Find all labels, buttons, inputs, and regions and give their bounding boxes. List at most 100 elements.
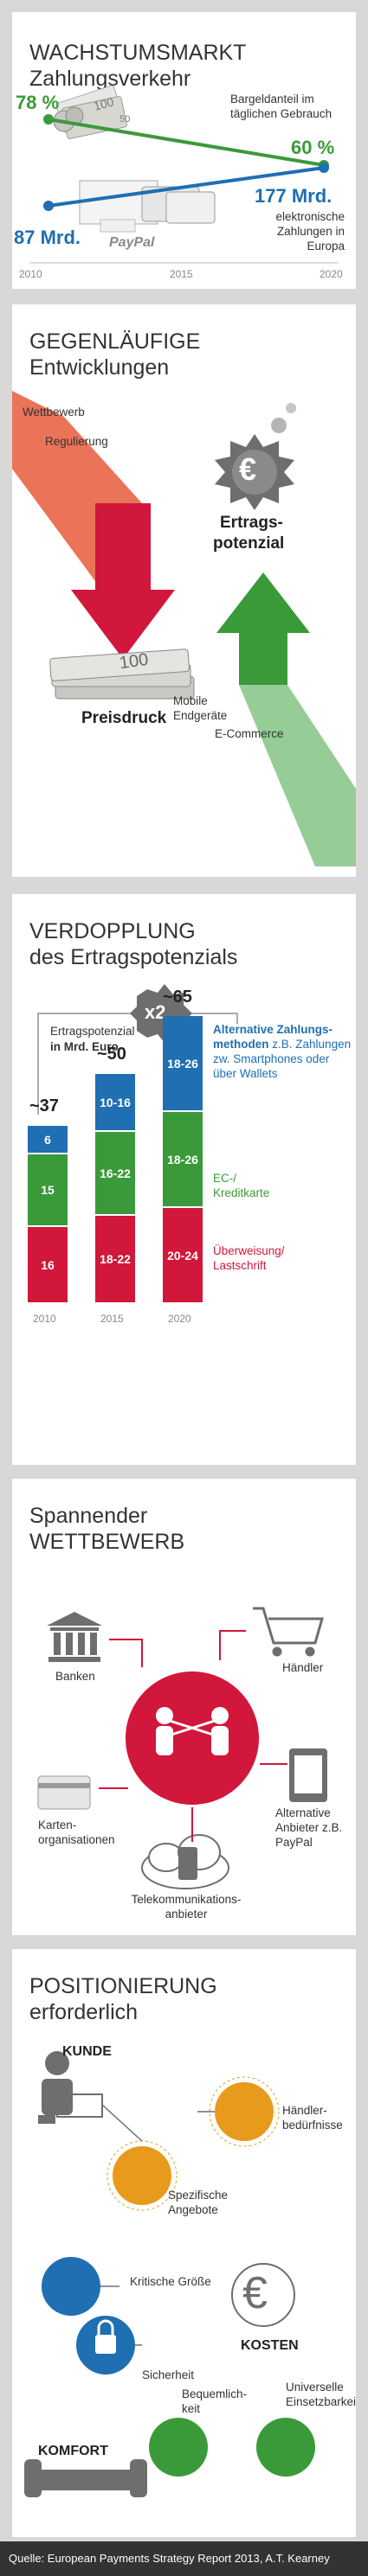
positioning-graphic bbox=[24, 2051, 315, 2497]
bar-2010: ~37 16 15 6 bbox=[28, 1096, 68, 1302]
price-pressure-arrow bbox=[71, 503, 175, 659]
tablet-icon bbox=[289, 1748, 327, 1802]
cloud-phone-icon bbox=[141, 1834, 229, 1889]
fencing-circle bbox=[125, 1671, 260, 1806]
mobile-label: Mobile Endgeräte bbox=[173, 694, 228, 722]
specific-offers-label: Spezifische Angebote bbox=[168, 2189, 229, 2216]
ecommerce-label: E-Commerce bbox=[215, 727, 284, 740]
revenue-label-2: potenzial bbox=[213, 534, 285, 553]
coin-digits: 50 bbox=[119, 114, 131, 125]
legend-transfer: Überweisung/ Lastschrift bbox=[213, 1244, 285, 1272]
section2-subtitle: Entwicklungen bbox=[29, 355, 170, 380]
specific-offers-circle bbox=[113, 2146, 171, 2205]
year-2015: 2015 bbox=[170, 268, 193, 280]
bar-segment: 20-24 bbox=[163, 1208, 203, 1302]
bar-segment: 18-26 bbox=[163, 1016, 203, 1110]
ylabel-1: Ertragspotenzial bbox=[50, 1025, 135, 1038]
comfort-label: KOMFORT bbox=[38, 2444, 108, 2458]
legend-ec: EC-/ Kreditkarte bbox=[213, 1172, 270, 1199]
costs-label: KOSTEN bbox=[241, 2338, 299, 2353]
section-competition: Spannender WETTBEWERB bbox=[12, 1479, 356, 1935]
total-label-2015: ~50 bbox=[97, 1045, 126, 1064]
revenue-label-1: Ertrags- bbox=[220, 514, 283, 532]
merchants-label: Händler bbox=[282, 1661, 324, 1674]
section1-title: WACHSTUMSMARKT bbox=[29, 41, 247, 65]
legend-alt-bold: Alternative Zahlungs-methoden bbox=[213, 1023, 333, 1051]
alt-providers-label: Alternative Anbieter z.B. PayPal bbox=[275, 1806, 343, 1849]
euro-symbol: € bbox=[239, 451, 257, 487]
shopping-cart-icon bbox=[253, 1607, 324, 1657]
security-label: Sicherheit bbox=[142, 2368, 195, 2381]
customer-label: KUNDE bbox=[62, 2044, 112, 2059]
bar-segment: 16 bbox=[28, 1227, 68, 1302]
opposing-arrows-graphic bbox=[12, 391, 356, 866]
section5-title: POSITIONIERUNG bbox=[29, 1974, 217, 1998]
euro-burst-icon bbox=[215, 403, 296, 510]
customer-icon bbox=[38, 2051, 73, 2124]
electronic-payment-icon bbox=[79, 180, 216, 233]
sofa-icon bbox=[24, 2459, 147, 2497]
paypal-logo: PayPal bbox=[109, 235, 155, 250]
critical-size-circle bbox=[42, 2257, 100, 2316]
bar-segment: 16-22 bbox=[95, 1132, 135, 1214]
section-growth-market: WACHSTUMSMARKT Zahlungsverkehr 78 % 60 %… bbox=[12, 12, 356, 289]
merchant-needs-circle bbox=[215, 2082, 274, 2141]
cash-start-value: 78 % bbox=[16, 92, 60, 113]
section4-subtitle: WETTBEWERB bbox=[29, 1530, 185, 1554]
epay-label: elektronische Zahlungen in Europa bbox=[275, 210, 345, 252]
times-two-label: x2 bbox=[145, 1001, 166, 1023]
section-opposing-developments: GEGENLÄUFIGE Entwicklungen € Wettbewerb … bbox=[12, 304, 356, 877]
bar-segment: 15 bbox=[28, 1154, 68, 1225]
legend-alternative: Alternative Zahlungs-methoden z.B. Zahlu… bbox=[213, 1022, 352, 1081]
section3-title: VERDOPPLUNG bbox=[29, 919, 196, 943]
section5-subtitle: erforderlich bbox=[29, 2000, 139, 2024]
money-stack-icon bbox=[49, 649, 195, 700]
convenience-label: Bequemlich-keit bbox=[182, 2387, 248, 2415]
competition-graphic bbox=[37, 1607, 327, 1889]
growth-lines-graphic bbox=[29, 85, 339, 264]
section-positioning: POSITIONIERUNG erforderlich bbox=[12, 1949, 356, 2537]
universal-label: Universelle Einsetzbarkeit bbox=[286, 2381, 356, 2408]
ylabel-2: in Mrd. Euro bbox=[50, 1040, 119, 1053]
critical-size-label: Kritische Größe bbox=[130, 2275, 211, 2288]
card-icon bbox=[37, 1775, 91, 1810]
category-2010: 2010 bbox=[33, 1313, 56, 1325]
section3-subtitle: des Ertragspotenzials bbox=[29, 945, 238, 969]
convenience-circle bbox=[149, 2418, 208, 2477]
total-label-2010: ~37 bbox=[29, 1096, 59, 1115]
universal-circle bbox=[256, 2418, 315, 2477]
euro-symbol-large: € bbox=[242, 2268, 268, 2318]
regulation-label: Regulierung bbox=[45, 435, 108, 448]
cash-end-value: 60 % bbox=[291, 137, 335, 158]
cash-share-label: Bargeldanteil im täglichen Gebrauch bbox=[230, 93, 332, 120]
epay-end-value: 177 Mrd. bbox=[255, 185, 332, 207]
section-doubling: VERDOPPLUNG des Ertragspotenzials x2 Ert… bbox=[12, 894, 356, 1465]
epay-start-value: 87 Mrd. bbox=[14, 227, 81, 248]
bar-segment: 6 bbox=[28, 1126, 68, 1153]
merchant-needs-label: Händler-bedürfnisse bbox=[282, 2104, 343, 2132]
total-label-2020: ~65 bbox=[163, 988, 192, 1007]
price-pressure-label: Preisdruck bbox=[81, 709, 167, 727]
category-2015: 2015 bbox=[100, 1313, 124, 1325]
bar-segment: 10-16 bbox=[95, 1074, 135, 1130]
bar-2015: ~50 18-22 16-22 10-16 bbox=[95, 1045, 135, 1302]
card-orgs-label: Karten-organisationen bbox=[38, 1819, 115, 1846]
bar-segment: 18-22 bbox=[95, 1216, 135, 1302]
revenue-potential-arrow bbox=[216, 572, 310, 685]
legend-alt-rest: z.B. Zahlungen zw. Smartphones oder über… bbox=[213, 1038, 352, 1080]
telco-label: Telekommunikations-anbieter bbox=[131, 1893, 242, 1921]
source-footer: Quelle: European Payments Strategy Repor… bbox=[0, 2541, 368, 2576]
epay-line bbox=[48, 166, 325, 208]
stack-digits: 100 bbox=[118, 649, 150, 674]
banks-label: Banken bbox=[55, 1670, 95, 1683]
year-2020: 2020 bbox=[320, 268, 343, 280]
bank-icon bbox=[47, 1612, 102, 1662]
category-2020: 2020 bbox=[168, 1313, 191, 1325]
year-2010: 2010 bbox=[19, 268, 42, 280]
section4-title: Spannender bbox=[29, 1504, 148, 1528]
competition-label: Wettbewerb bbox=[23, 406, 85, 419]
section2-title: GEGENLÄUFIGE bbox=[29, 329, 201, 354]
bar-2020: ~65 20-24 18-26 18-26 bbox=[163, 988, 203, 1302]
bar-segment: 18-26 bbox=[163, 1112, 203, 1206]
cash-share-line bbox=[48, 118, 325, 167]
